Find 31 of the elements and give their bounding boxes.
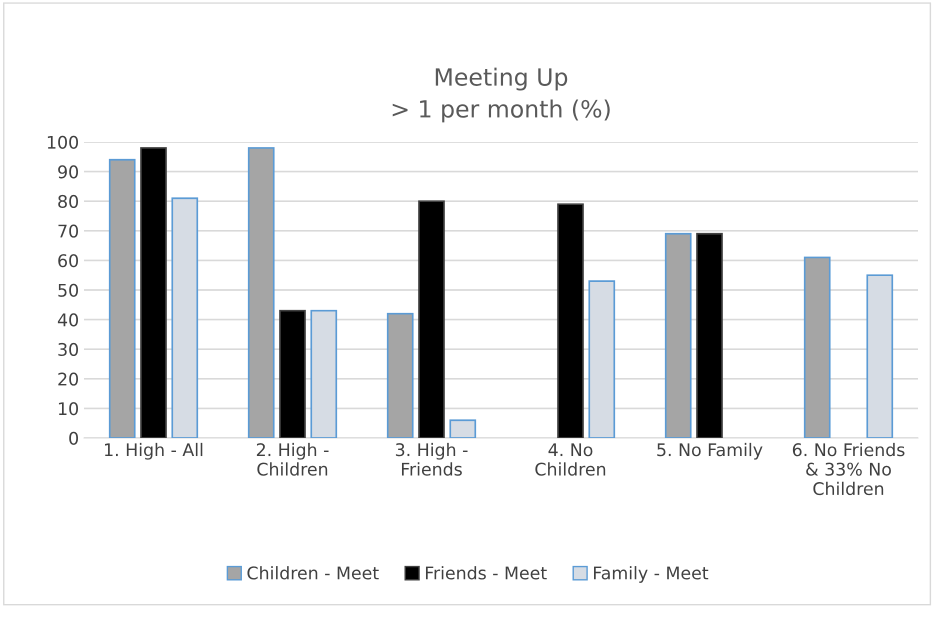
y-tick-label: 30 <box>58 342 78 356</box>
x-tick-label: 6. No Friends & 33% No Children <box>792 442 904 496</box>
bar <box>696 232 723 438</box>
x-tick-label: 5. No Family <box>657 442 763 460</box>
y-tick-label: 10 <box>58 402 78 416</box>
bar <box>248 147 275 438</box>
bar <box>140 147 167 438</box>
bar <box>386 312 414 438</box>
legend-label: Friends - Meet <box>426 566 547 580</box>
x-tick-label: 4. No Children <box>535 443 606 476</box>
y-tick-label: 50 <box>58 284 78 297</box>
bar <box>108 158 136 438</box>
y-tick-label: 40 <box>58 313 78 326</box>
chart-title: Meeting Up > 1 per month (%) <box>392 68 610 122</box>
bar <box>418 200 445 438</box>
bar <box>804 256 831 438</box>
y-tick-label: 0 <box>69 432 78 445</box>
y-tick-label: 80 <box>58 194 78 208</box>
x-tick-label: 3. High - Friends <box>396 442 468 476</box>
bar <box>664 232 692 438</box>
bar <box>279 310 306 438</box>
legend-label: Children - Meet <box>247 566 379 580</box>
x-tick-label: 1. High - All <box>105 442 202 460</box>
x-tick-label: 2. High - Children <box>256 442 329 476</box>
y-tick-label: 70 <box>58 224 78 238</box>
legend-label: Family - Meet <box>594 566 708 583</box>
bar <box>557 203 584 438</box>
y-tick-label: 60 <box>58 254 78 268</box>
y-tick-label: 100 <box>48 136 78 149</box>
y-tick-label: 20 <box>58 372 78 386</box>
y-tick-label: 90 <box>58 165 78 178</box>
